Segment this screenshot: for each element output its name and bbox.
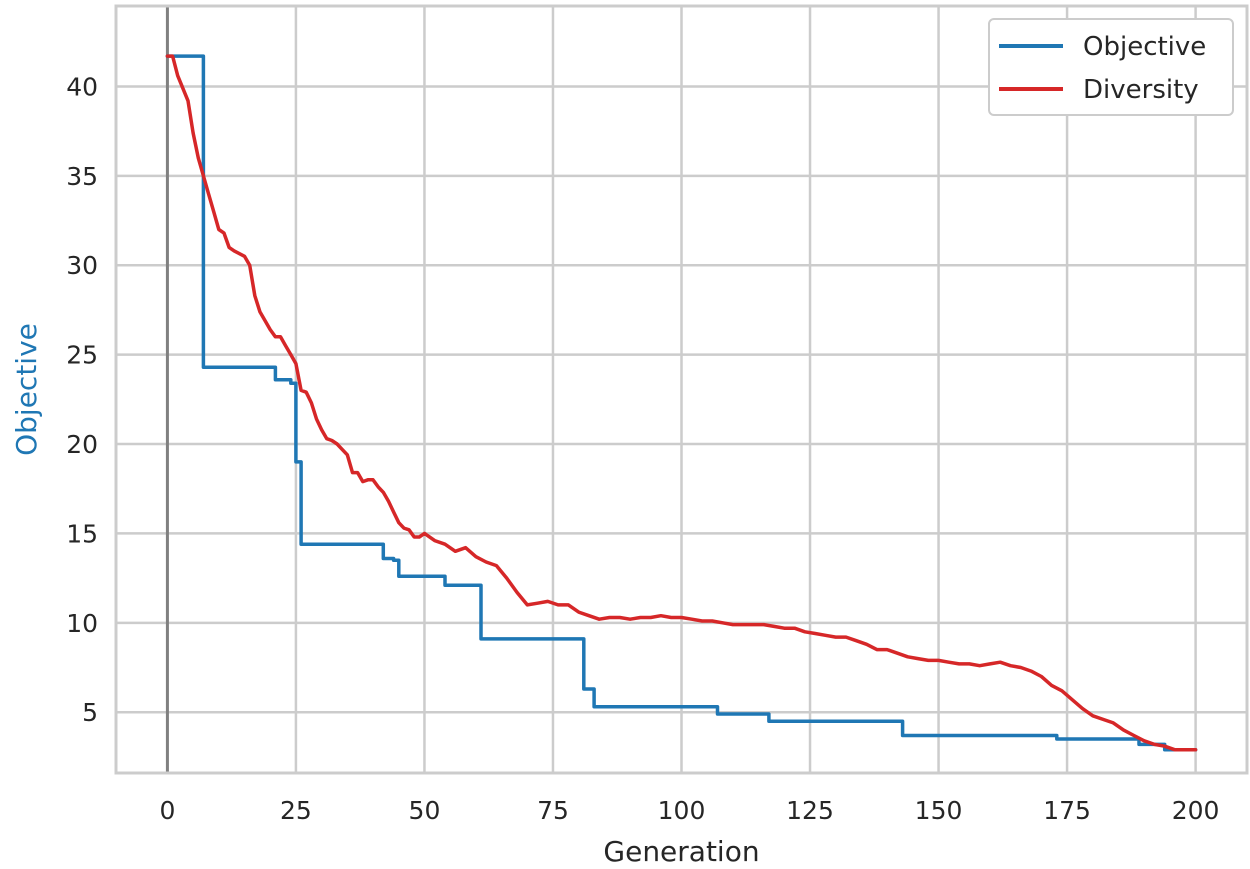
series-line-objective [165,54,1198,752]
plot-frame [114,4,1249,775]
x-tick-label: 50 [409,796,441,825]
grid [116,6,1247,773]
x-tick-label: 125 [786,796,834,825]
legend: Objective Diversity [988,18,1234,116]
x-axis-label: Generation [603,835,759,868]
x-tick-labels: 0 25 50 75 100 125 150 175 200 [159,796,1219,825]
x-tick-label: 200 [1172,796,1220,825]
series-layer [165,54,1198,752]
y-tick-label: 10 [66,609,98,638]
x-tick-label: 75 [537,796,569,825]
x-tick-label: 175 [1043,796,1091,825]
y-tick-label: 30 [66,251,98,280]
y-tick-label: 20 [66,430,98,459]
legend-label-objective: Objective [1083,32,1206,62]
y-tick-label: 40 [66,72,98,101]
y-tick-label: 25 [66,341,98,370]
x-tick-label: 0 [159,796,175,825]
y-tick-labels: 5 10 15 20 25 30 35 40 [66,72,98,727]
y-tick-label: 15 [66,519,98,548]
y-tick-label: 35 [66,162,98,191]
x-tick-label: 100 [658,796,706,825]
legend-label-diversity: Diversity [1083,75,1199,105]
series-line-diversity [165,54,1198,752]
y-axis-label: Objective [10,323,43,456]
y-tick-label: 5 [82,698,98,727]
x-tick-label: 25 [280,796,312,825]
x-tick-label: 150 [915,796,963,825]
